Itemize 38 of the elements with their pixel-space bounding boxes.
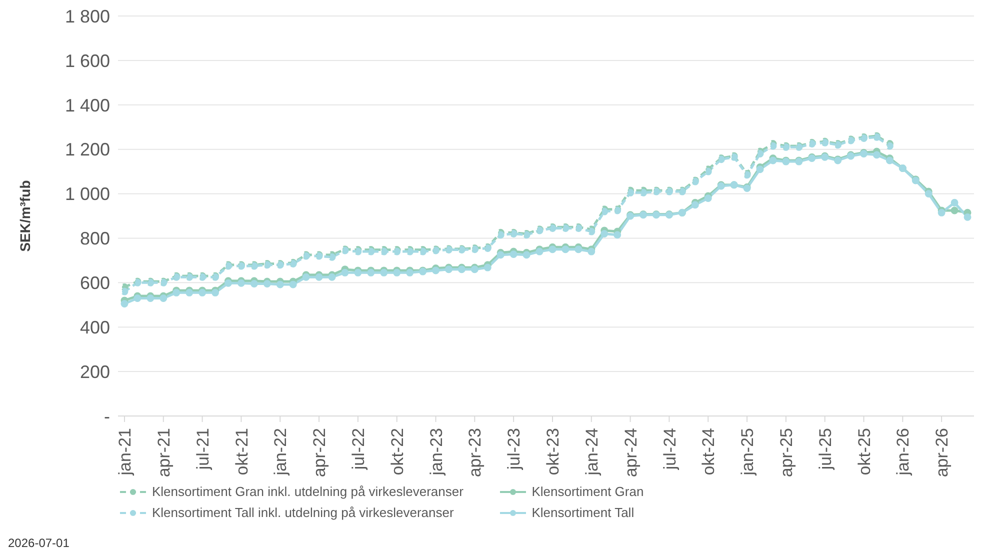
y-tick-label: 1 400: [64, 95, 110, 116]
x-tick-label: okt-22: [388, 428, 407, 476]
y-tick-label: 200: [80, 362, 110, 382]
x-tick-label: okt-21: [232, 428, 252, 476]
x-tick-label: okt-24: [699, 428, 718, 476]
y-tick-label: 1 000: [64, 184, 110, 204]
x-tick-label: apr-24: [621, 428, 640, 478]
x-tick-label: jul-21: [193, 428, 212, 471]
x-tick-label: jan-21: [116, 428, 135, 476]
y-tick-label: 1 200: [64, 140, 110, 160]
x-tick-label: jan-22: [271, 428, 290, 476]
x-tick-label: apr-25: [777, 428, 796, 478]
y-tick-label: 600: [80, 273, 110, 294]
x-tick-label: apr-22: [310, 428, 330, 478]
x-tick-label: jan-25: [738, 428, 758, 476]
y-axis-title: SEK/m³fub: [17, 180, 33, 252]
legend-label: Klensortiment Gran: [532, 484, 644, 499]
y-tick-label: 1 600: [64, 50, 110, 71]
x-tick-label: jan-23: [426, 428, 446, 476]
x-tick-label: jan-24: [582, 428, 602, 476]
y-tick-label: 400: [80, 318, 110, 338]
x-tick-label: jan-26: [894, 428, 913, 476]
y-tick-label: -: [104, 406, 110, 426]
x-tick-label: okt-23: [544, 428, 563, 476]
y-tick-label: 800: [80, 228, 110, 249]
legend-label: Klensortiment Tall: [532, 505, 634, 520]
x-tick-label: jul-22: [349, 428, 368, 471]
y-tick-label: 1 800: [64, 6, 110, 26]
x-tick-label: jul-23: [504, 428, 524, 471]
legend-label: Klensortiment Tall inkl. utdelning på virkesleveranser: [152, 505, 454, 520]
x-tick-label: jul-25: [816, 428, 835, 471]
x-tick-label: jul-24: [660, 428, 680, 471]
x-tick-label: okt-25: [854, 428, 874, 476]
text: 2026-07-01: [8, 536, 70, 550]
x-tick-label: apr-23: [466, 428, 485, 478]
legend-label: Klensortiment Gran inkl. utdelning på virkesleveranser: [152, 484, 464, 499]
x-tick-label: apr-26: [932, 428, 952, 478]
x-tick-label: apr-21: [154, 428, 174, 478]
